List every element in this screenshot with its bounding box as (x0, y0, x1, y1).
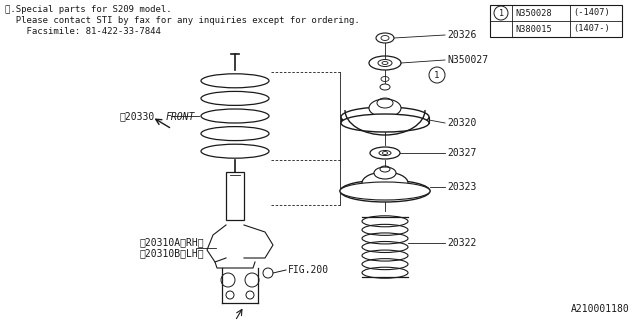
Text: 20326: 20326 (447, 30, 476, 40)
Text: N380015: N380015 (515, 25, 552, 34)
Text: ※20310A〈RH〉: ※20310A〈RH〉 (140, 237, 205, 247)
Text: 1: 1 (499, 9, 504, 18)
Ellipse shape (340, 180, 430, 202)
Ellipse shape (341, 114, 429, 132)
Text: Please contact STI by fax for any inquiries except for ordering.: Please contact STI by fax for any inquir… (5, 16, 360, 25)
Text: 20320: 20320 (447, 118, 476, 128)
Text: 20327: 20327 (447, 148, 476, 158)
Bar (490, 5, 622, 37)
Text: ※.Special parts for S209 model.: ※.Special parts for S209 model. (5, 5, 172, 14)
Ellipse shape (362, 172, 408, 194)
Text: 20322: 20322 (447, 238, 476, 248)
Text: N350027: N350027 (447, 55, 488, 65)
Text: A210001180: A210001180 (572, 304, 630, 314)
Bar (226, 172, 244, 220)
Ellipse shape (340, 182, 430, 200)
Text: N350028: N350028 (515, 9, 552, 18)
Text: Facsimile: 81-422-33-7844: Facsimile: 81-422-33-7844 (5, 27, 161, 36)
Text: ※20310B〈LH〉: ※20310B〈LH〉 (140, 248, 205, 258)
Ellipse shape (374, 167, 396, 179)
Text: FIG.200: FIG.200 (288, 265, 329, 275)
Text: FRONT: FRONT (166, 112, 195, 122)
Text: ※20330: ※20330 (119, 111, 154, 121)
Text: 1: 1 (435, 70, 440, 79)
Text: (1407-): (1407-) (573, 25, 610, 34)
Text: (-1407): (-1407) (573, 9, 610, 18)
Text: 20323: 20323 (447, 182, 476, 192)
Ellipse shape (341, 107, 429, 127)
Ellipse shape (369, 99, 401, 117)
